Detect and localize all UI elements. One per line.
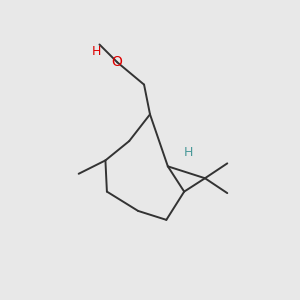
- Text: O: O: [111, 55, 122, 69]
- Text: H: H: [184, 146, 193, 160]
- Text: H: H: [92, 45, 101, 58]
